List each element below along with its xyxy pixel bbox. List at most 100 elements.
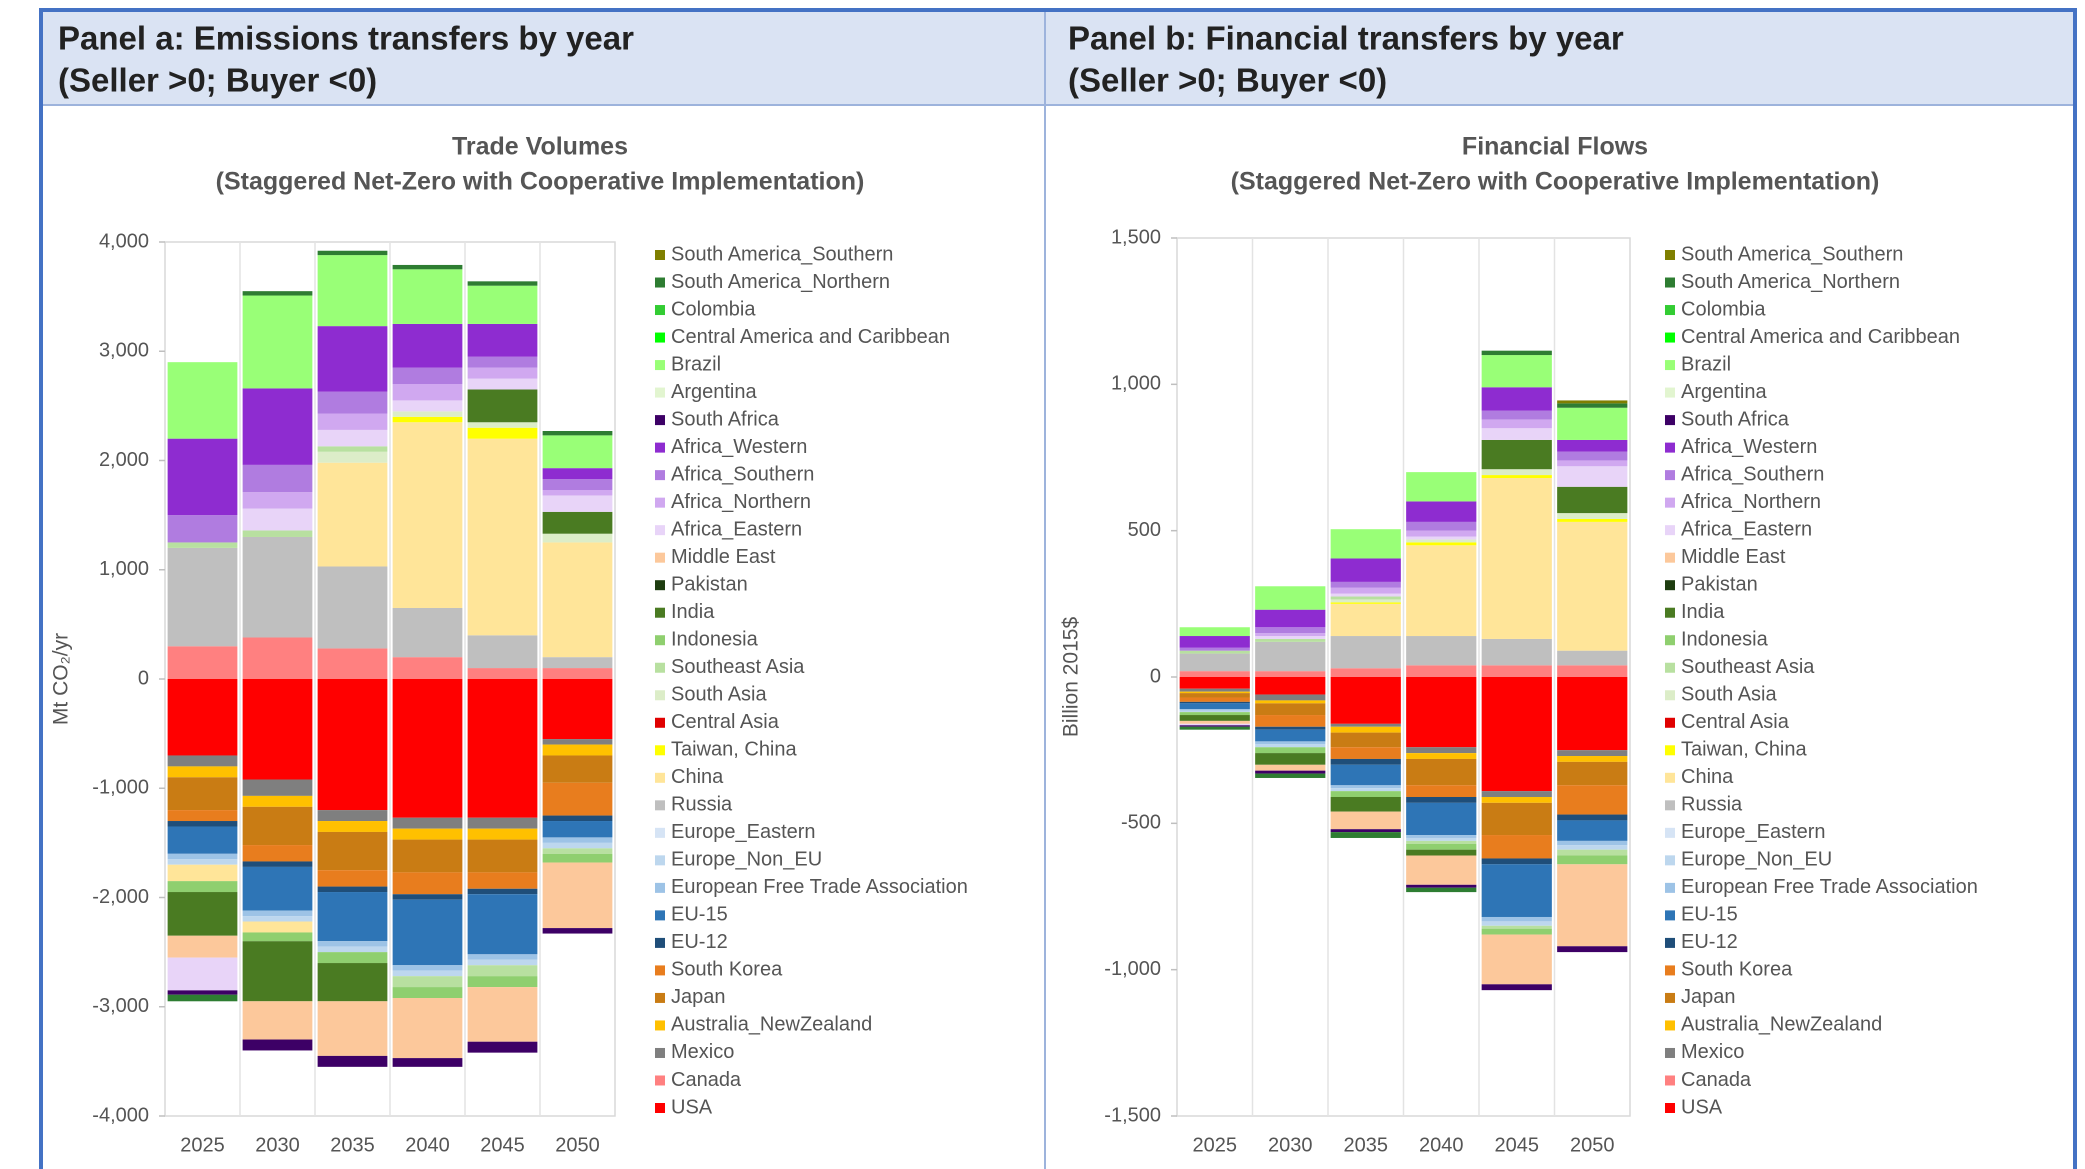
legend-swatch — [655, 882, 665, 893]
bar-segment — [392, 1058, 463, 1067]
bar-segment — [1406, 677, 1477, 748]
legend-label: Canada — [1681, 1069, 1752, 1091]
bar-segment — [167, 864, 238, 882]
bar-segment — [242, 530, 313, 537]
bar-segment — [542, 842, 613, 849]
bar-segment — [167, 935, 238, 958]
bar-segment — [167, 859, 238, 865]
legend-label: Europe_Eastern — [1681, 821, 1826, 843]
legend-swatch — [1665, 1020, 1675, 1031]
bar-segment — [542, 928, 613, 934]
y-tick-label: -1,000 — [92, 777, 149, 799]
bar-segment — [1255, 715, 1326, 727]
legend-label: Africa_Western — [1681, 436, 1817, 458]
legend-label: European Free Trade Association — [1681, 876, 1978, 898]
bar-segment — [1557, 761, 1628, 786]
bar-segment — [242, 464, 313, 493]
bar-segment — [1557, 864, 1628, 947]
legend-swatch — [655, 360, 665, 371]
legend-label: China — [671, 766, 724, 788]
bar-segment — [1330, 603, 1401, 637]
x-tick-label: 2040 — [405, 1134, 450, 1156]
legend-label: South Africa — [1681, 408, 1790, 430]
bar-segment — [542, 848, 613, 854]
legend-label: Russia — [671, 794, 733, 816]
legend-swatch — [1665, 910, 1675, 921]
bar-segment — [1481, 835, 1552, 859]
bar-segment — [1406, 887, 1477, 893]
bar-segment — [1255, 638, 1326, 642]
bar-segment — [1406, 747, 1477, 754]
legend-swatch — [1665, 387, 1675, 398]
bar-segment — [1406, 530, 1477, 537]
legend-label: USA — [671, 1096, 713, 1118]
bar-segment — [542, 668, 613, 679]
bar-segment — [1255, 609, 1326, 628]
y-tick-label: -4,000 — [92, 1104, 149, 1126]
legend-swatch — [655, 442, 665, 453]
legend-swatch — [655, 635, 665, 646]
bar-segment — [1330, 791, 1401, 797]
y-axis-label: Billion 2015$ — [1060, 617, 1083, 738]
bar-segment — [1481, 469, 1552, 476]
bar-segment — [1557, 855, 1628, 865]
bar-segment — [392, 657, 463, 679]
legend-label: EU-15 — [671, 904, 728, 926]
legend-swatch — [655, 332, 665, 343]
bar-segment — [392, 367, 463, 385]
bar-segment — [1255, 677, 1326, 695]
bar-segment — [242, 845, 313, 862]
bar-segment — [242, 941, 313, 1002]
legend-swatch — [1665, 1047, 1675, 1058]
bar-segment — [1557, 486, 1628, 514]
bar-segment — [242, 861, 313, 867]
bar-segment — [1481, 916, 1552, 922]
bar-segment — [1481, 638, 1552, 666]
bar-segment — [1557, 407, 1628, 440]
bar-segment — [242, 1001, 313, 1040]
legend-swatch — [1665, 800, 1675, 811]
legend-label: South Asia — [671, 684, 768, 706]
legend-label: Central America and Caribbean — [671, 326, 950, 348]
bar-segment — [392, 264, 463, 270]
x-tick-label: 2045 — [480, 1134, 525, 1156]
bar-segment — [1255, 747, 1326, 754]
bar-segment — [242, 637, 313, 679]
bar-segment — [1179, 697, 1250, 702]
bar-segment — [1179, 693, 1250, 698]
bar-segment — [242, 1039, 313, 1051]
bar-segment — [542, 679, 613, 740]
legend-swatch — [655, 607, 665, 618]
legend-label: EU-15 — [1681, 904, 1738, 926]
legend-label: Europe_Eastern — [671, 821, 816, 843]
bar-segment — [392, 416, 463, 423]
legend-label: South Asia — [1681, 684, 1778, 706]
bar-segment — [242, 916, 313, 922]
legend-label: European Free Trade Association — [671, 876, 968, 898]
bar-segment — [317, 870, 388, 887]
bar-segment — [542, 542, 613, 658]
legend-label: South Korea — [1681, 959, 1793, 981]
legend-label: South America_Northern — [671, 271, 890, 293]
bar-segment — [467, 281, 538, 286]
bar-segment — [1330, 758, 1401, 765]
legend-swatch — [655, 690, 665, 701]
bar-segment — [1557, 518, 1628, 522]
y-tick-label: 2,000 — [99, 449, 149, 471]
legend-swatch — [655, 387, 665, 398]
legend-label: South Africa — [671, 408, 780, 430]
bar-segment — [242, 932, 313, 942]
bar-segment — [242, 866, 313, 911]
bar-segment — [167, 547, 238, 647]
bar-segment — [1406, 545, 1477, 637]
bar-segment — [1481, 439, 1552, 470]
legend-swatch — [1665, 580, 1675, 591]
bar-segment — [317, 326, 388, 392]
bar-segment — [467, 954, 538, 960]
legend-label: Indonesia — [1681, 629, 1769, 651]
bar-segment — [1330, 587, 1401, 594]
bar-segment — [392, 998, 463, 1059]
bar-segment — [1330, 747, 1401, 759]
legend-label: South America_Southern — [1681, 243, 1903, 265]
